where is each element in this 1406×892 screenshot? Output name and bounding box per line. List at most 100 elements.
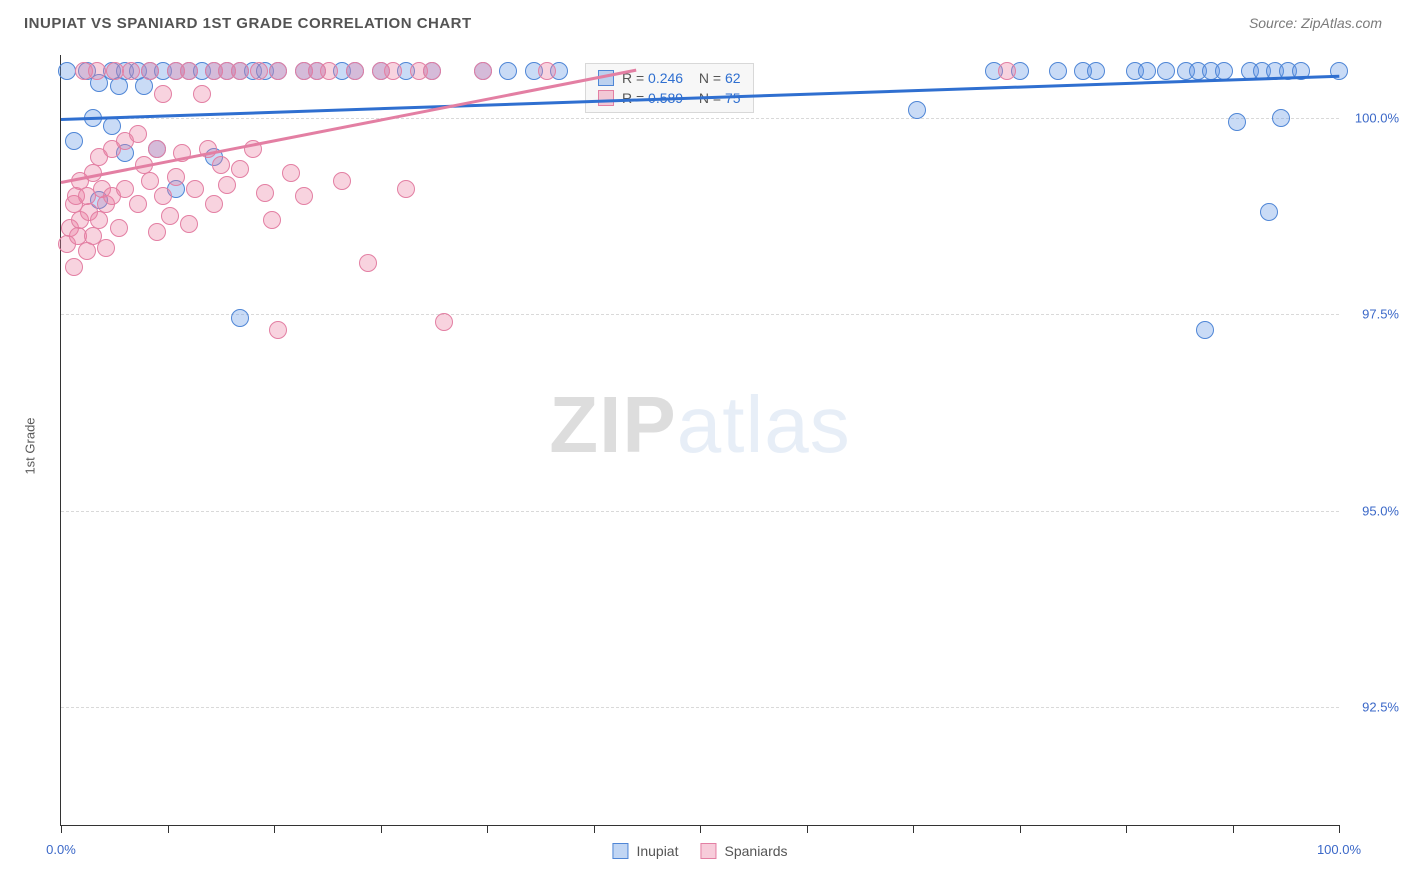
data-point	[154, 187, 172, 205]
data-point	[231, 62, 249, 80]
legend-swatch	[612, 843, 628, 859]
legend-item: Inupiat	[612, 843, 678, 859]
data-point	[269, 321, 287, 339]
data-point	[1049, 62, 1067, 80]
x-tick-label: 100.0%	[1317, 842, 1361, 857]
data-point	[122, 62, 140, 80]
gridline	[61, 118, 1339, 119]
gridline	[61, 511, 1339, 512]
legend-label: Spaniards	[725, 843, 788, 859]
data-point	[193, 85, 211, 103]
data-point	[90, 211, 108, 229]
data-point	[148, 223, 166, 241]
y-tick-label: 95.0%	[1362, 503, 1399, 518]
data-point	[1228, 113, 1246, 131]
data-point	[499, 62, 517, 80]
data-point	[1196, 321, 1214, 339]
data-point	[116, 180, 134, 198]
gridline	[61, 707, 1339, 708]
y-tick-label: 92.5%	[1362, 700, 1399, 715]
data-point	[65, 132, 83, 150]
legend-item: Spaniards	[701, 843, 788, 859]
x-tick-label: 0.0%	[46, 842, 76, 857]
data-point	[110, 77, 128, 95]
data-point	[320, 62, 338, 80]
data-point	[295, 187, 313, 205]
legend-label: Inupiat	[636, 843, 678, 859]
data-point	[167, 168, 185, 186]
x-tick	[274, 825, 275, 833]
x-tick	[594, 825, 595, 833]
data-point	[106, 62, 124, 80]
data-point	[1272, 109, 1290, 127]
y-tick-label: 97.5%	[1362, 307, 1399, 322]
n-stat: N = 62	[691, 70, 740, 86]
data-point	[129, 195, 147, 213]
x-tick	[168, 825, 169, 833]
data-point	[161, 207, 179, 225]
scatter-chart: ZIPatlas R = 0.246 N = 62R = 0.589 N = 7…	[60, 55, 1339, 826]
data-point	[384, 62, 402, 80]
data-point	[359, 254, 377, 272]
correlation-stats-box: R = 0.246 N = 62R = 0.589 N = 75	[585, 63, 754, 113]
data-point	[908, 101, 926, 119]
data-point	[250, 62, 268, 80]
data-point	[97, 239, 115, 257]
data-point	[205, 195, 223, 213]
data-point	[78, 242, 96, 260]
data-point	[269, 62, 287, 80]
data-point	[218, 176, 236, 194]
data-point	[154, 85, 172, 103]
x-tick	[1126, 825, 1127, 833]
data-point	[1260, 203, 1278, 221]
data-point	[435, 313, 453, 331]
data-point	[212, 156, 230, 174]
data-point	[231, 309, 249, 327]
data-point	[141, 172, 159, 190]
series-swatch	[598, 90, 614, 106]
x-tick	[700, 825, 701, 833]
data-point	[538, 62, 556, 80]
data-point	[1157, 62, 1175, 80]
r-stat: R = 0.246	[622, 70, 683, 86]
data-point	[231, 160, 249, 178]
chart-title: INUPIAT VS SPANIARD 1ST GRADE CORRELATIO…	[24, 15, 472, 32]
data-point	[423, 62, 441, 80]
data-point	[148, 140, 166, 158]
x-tick	[61, 825, 62, 833]
data-point	[1087, 62, 1105, 80]
x-tick	[913, 825, 914, 833]
data-point	[58, 62, 76, 80]
data-point	[180, 62, 198, 80]
y-tick-label: 100.0%	[1355, 110, 1399, 125]
data-point	[282, 164, 300, 182]
data-point	[998, 62, 1016, 80]
y-axis-label: 1st Grade	[23, 417, 38, 474]
x-tick	[1020, 825, 1021, 833]
data-point	[186, 180, 204, 198]
data-point	[129, 125, 147, 143]
data-point	[263, 211, 281, 229]
data-point	[103, 117, 121, 135]
legend-swatch	[701, 843, 717, 859]
gridline	[61, 314, 1339, 315]
data-point	[1215, 62, 1233, 80]
x-tick	[1233, 825, 1234, 833]
data-point	[1138, 62, 1156, 80]
x-tick	[487, 825, 488, 833]
source-attribution: Source: ZipAtlas.com	[1249, 15, 1382, 31]
data-point	[397, 180, 415, 198]
data-point	[256, 184, 274, 202]
data-point	[474, 62, 492, 80]
data-point	[141, 62, 159, 80]
legend: Inupiat Spaniards	[612, 843, 787, 859]
watermark: ZIPatlas	[549, 379, 850, 471]
x-tick	[807, 825, 808, 833]
data-point	[110, 219, 128, 237]
x-tick	[1339, 825, 1340, 833]
data-point	[333, 172, 351, 190]
data-point	[65, 258, 83, 276]
data-point	[346, 62, 364, 80]
x-tick	[381, 825, 382, 833]
data-point	[135, 77, 153, 95]
